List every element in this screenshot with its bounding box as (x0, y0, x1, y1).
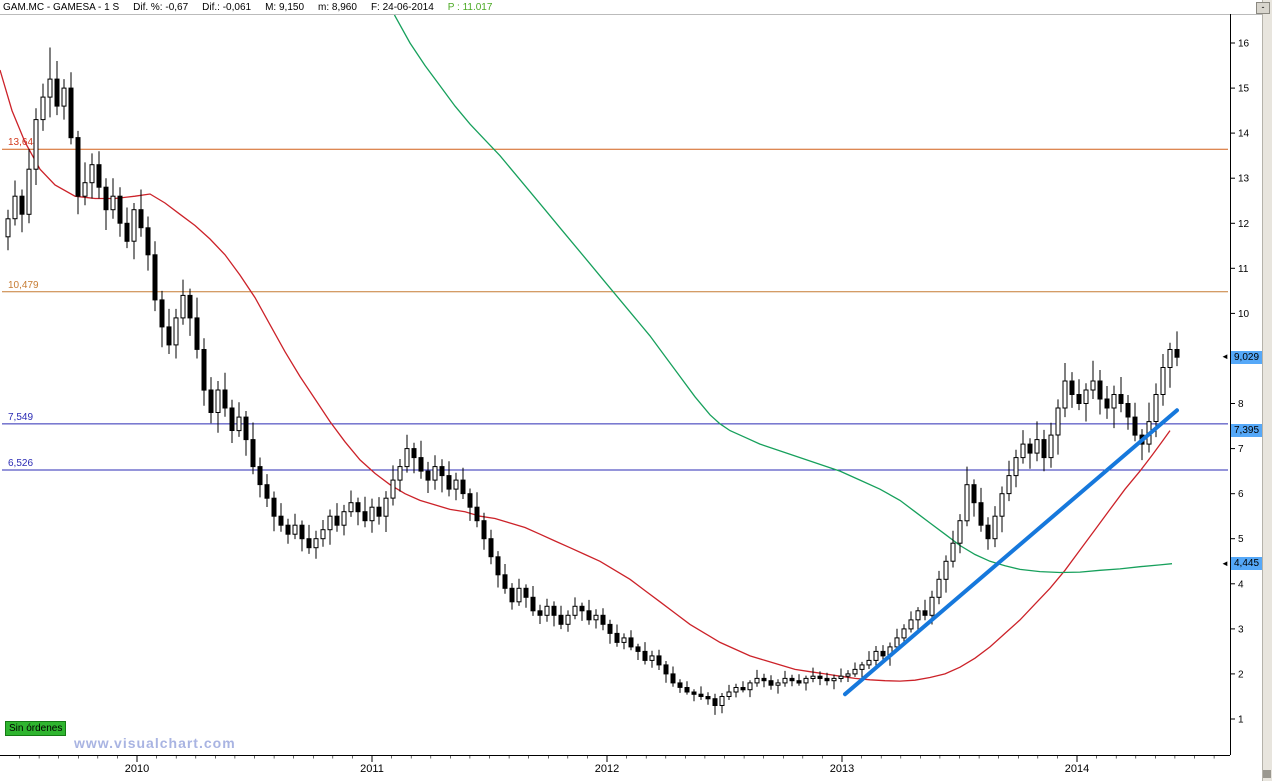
svg-text:2010: 2010 (125, 763, 149, 775)
svg-text:2011: 2011 (360, 763, 384, 775)
price-marker-arrow-icon: ◄ (1221, 352, 1229, 361)
svg-text:7,549: 7,549 (8, 412, 33, 423)
svg-text:12: 12 (1238, 219, 1250, 230)
scrollbar-corner (1263, 770, 1271, 778)
svg-text:16: 16 (1238, 39, 1250, 50)
svg-text:10,479: 10,479 (8, 280, 39, 291)
svg-text:10: 10 (1238, 309, 1250, 320)
vertical-scrollbar[interactable] (1262, 0, 1272, 781)
orders-status-badge: Sin órdenes (5, 721, 67, 736)
svg-text:6,526: 6,526 (8, 458, 33, 469)
header-date: F: 24-06-2014 (370, 1, 434, 13)
svg-text:1: 1 (1238, 715, 1244, 726)
green-moving-average (387, 0, 1173, 574)
trendline (843, 408, 1179, 697)
axes: 1234567891011121314151620102011201220132… (0, 14, 1272, 775)
svg-text:13,644: 13,644 (8, 137, 39, 148)
red-ma-value-tag: 7,395 (1231, 424, 1262, 437)
svg-text:11: 11 (1238, 264, 1249, 275)
green-ma-value-tag: 4,445 (1231, 557, 1262, 570)
svg-text:4: 4 (1238, 579, 1244, 590)
svg-text:14: 14 (1238, 129, 1250, 140)
svg-text:6: 6 (1238, 489, 1244, 500)
candlestick-series (5, 47, 1180, 715)
svg-text:5: 5 (1238, 534, 1244, 545)
chart-header: GAM.MC - GAMESA - 1 S Dif. %: -0,67 Dif.: … (0, 0, 1253, 14)
svg-text:2014: 2014 (1065, 763, 1089, 775)
svg-text:2: 2 (1238, 669, 1244, 680)
watermark: www.visualchart.com (74, 735, 236, 751)
header-dif-percent: Dif. %: -0,67 (133, 1, 189, 13)
svg-text:8: 8 (1238, 399, 1244, 410)
svg-text:3: 3 (1238, 624, 1244, 635)
svg-text:13: 13 (1238, 174, 1250, 185)
header-dif-abs: Dif.: -0,061 (202, 1, 252, 13)
svg-text:2012: 2012 (595, 763, 619, 775)
header-min: m: 8,960 (318, 1, 357, 13)
last-price-tag: 9,029 (1231, 351, 1262, 364)
svg-text:15: 15 (1238, 84, 1250, 95)
header-max: M: 9,150 (265, 1, 305, 13)
svg-text:7: 7 (1238, 444, 1244, 455)
splitter-button[interactable]: - (1256, 2, 1270, 14)
header-p-value: P : 11.017 (447, 1, 493, 13)
price-marker-arrow-icon: ◄ (1221, 559, 1229, 568)
red-moving-average (0, 69, 1171, 682)
header-symbol-title: GAM.MC - GAMESA - 1 S (3, 1, 120, 13)
support-resistance-lines: 13,644 10,479 7,549 6,526 (2, 137, 1228, 471)
svg-text:2013: 2013 (830, 763, 854, 775)
